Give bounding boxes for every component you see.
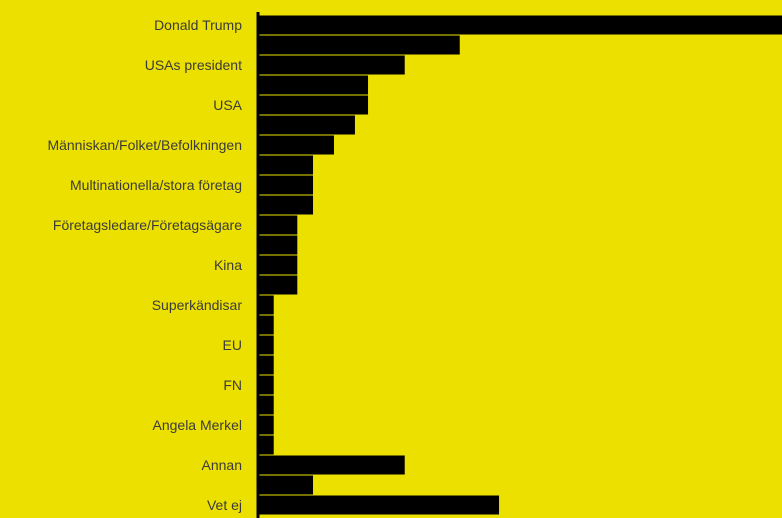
category-label: Annan xyxy=(202,457,242,473)
category-label: FN xyxy=(223,377,242,393)
category-label: USAs president xyxy=(145,57,242,73)
bars-group xyxy=(258,15,782,515)
bar-14 xyxy=(258,295,274,315)
category-label: EU xyxy=(223,337,242,353)
bar-17 xyxy=(258,355,274,375)
bar-8 xyxy=(258,175,314,195)
bar-18 xyxy=(258,375,274,395)
bar-12 xyxy=(258,255,298,275)
category-label: Vet ej xyxy=(207,497,242,513)
category-label: Angela Merkel xyxy=(153,417,243,433)
bar-4 xyxy=(258,95,369,115)
bar-7 xyxy=(258,155,314,175)
bar-5 xyxy=(258,115,355,135)
bar-16 xyxy=(258,335,274,355)
bar-24 xyxy=(258,495,500,515)
bar-19 xyxy=(258,395,274,415)
bar-6 xyxy=(258,135,334,155)
bar-10 xyxy=(258,215,298,235)
bar-0 xyxy=(258,15,782,35)
category-label: Donald Trump xyxy=(154,17,242,33)
category-label: USA xyxy=(213,97,242,113)
category-label: Kina xyxy=(214,257,242,273)
bar-20 xyxy=(258,415,274,435)
bar-9 xyxy=(258,195,314,215)
bar-3 xyxy=(258,75,369,95)
category-label: Superkändisar xyxy=(152,297,243,313)
category-labels-group: Donald Trump USAs president USA Människan/F… xyxy=(47,17,242,513)
bar-21 xyxy=(258,435,274,455)
bar-1 xyxy=(258,35,460,55)
bar-22 xyxy=(258,455,405,475)
category-label: Företagsledare/Företagsägare xyxy=(53,217,242,233)
bar-23 xyxy=(258,475,314,495)
category-label: Multinationella/stora företag xyxy=(70,177,242,193)
bar-13 xyxy=(258,275,298,295)
bar-2 xyxy=(258,55,405,75)
bar-11 xyxy=(258,235,298,255)
bar-15 xyxy=(258,315,274,335)
category-label: Människan/Folket/Befolkningen xyxy=(47,137,242,153)
